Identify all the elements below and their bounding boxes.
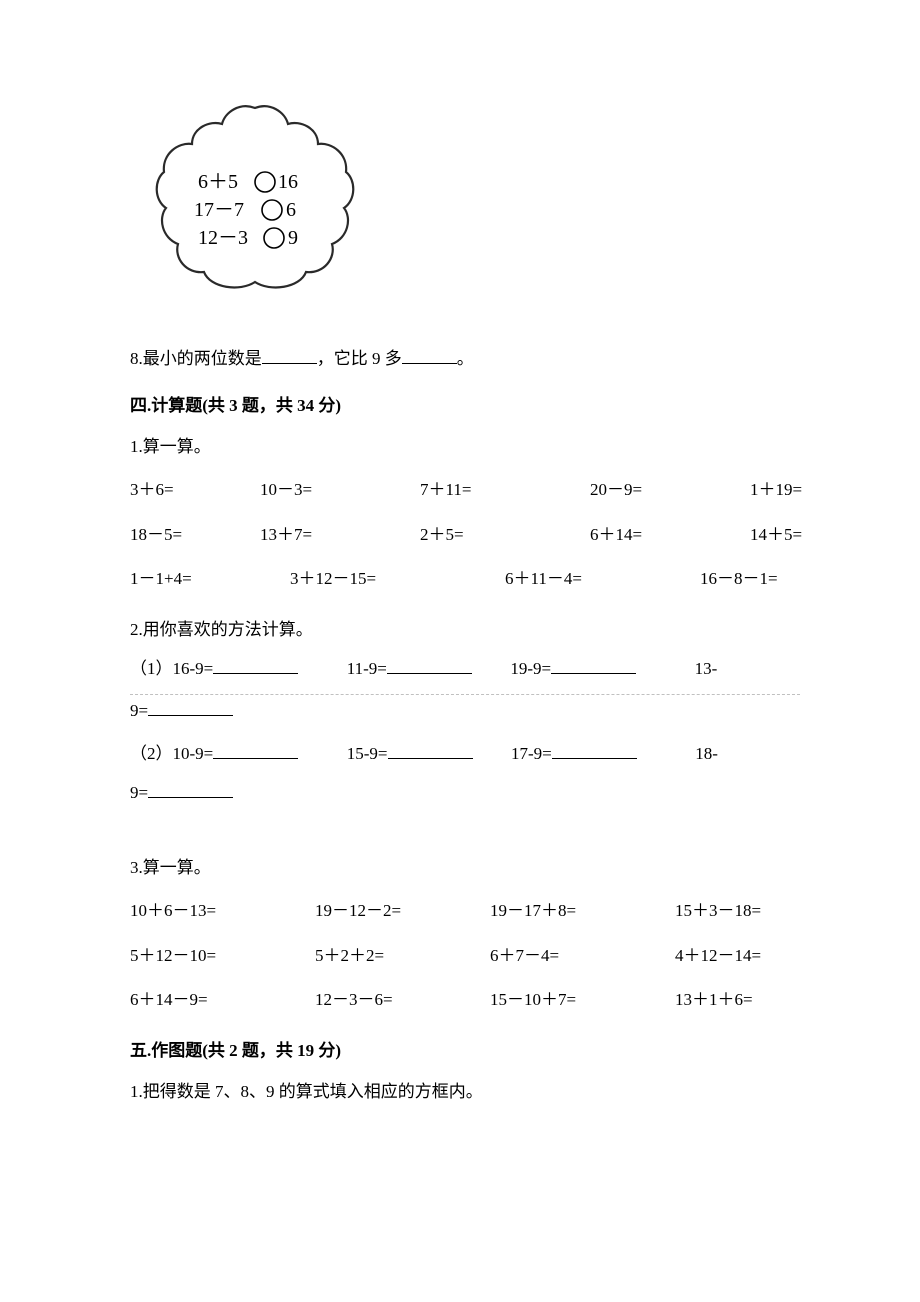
fill-blank[interactable] <box>402 346 457 364</box>
expr: 11-9= <box>347 659 387 678</box>
q8-suffix: 。 <box>457 349 474 368</box>
expr: 4＋12－14= <box>675 938 845 975</box>
sec4-q1-label: 1.算一算。 <box>130 433 800 462</box>
fill-blank[interactable] <box>551 656 636 674</box>
expr: 6＋14= <box>590 517 750 554</box>
sec4-q3-row1: 10＋6－13= 19－12－2= 19－17＋8= 15＋3－18= <box>130 893 800 930</box>
q8-mid: ，它比 9 多 <box>317 349 402 368</box>
fill-blank[interactable] <box>388 741 473 759</box>
sec4-q2-row1b: 9= <box>130 697 800 726</box>
section-4-title: 四.计算题(共 3 题，共 34 分) <box>130 392 800 421</box>
expr: 6＋14－9= <box>130 982 315 1019</box>
expr: 7＋11= <box>420 472 590 509</box>
sec4-q2-label: 2.用你喜欢的方法计算。 <box>130 616 800 645</box>
expr: 19－17＋8= <box>490 893 675 930</box>
page: 6＋5 16 17－7 6 12－3 9 8.最小的两位数是 ，它比 9 多 。 四… <box>0 0 920 1302</box>
section-5-title: 五.作图题(共 2 题，共 19 分) <box>130 1037 800 1066</box>
expr: 10＋6－13= <box>130 893 315 930</box>
sec5-q1: 1.把得数是 7、8、9 的算式填入相应的方框内。 <box>130 1078 800 1107</box>
sec4-q2-row2b: 9= <box>130 779 800 808</box>
sec4-q2-row2: （2）10-9= 15-9= 17-9= 18- <box>130 740 800 769</box>
fill-blank[interactable] <box>213 656 298 674</box>
question-8: 8.最小的两位数是 ，它比 9 多 。 <box>130 345 800 374</box>
expr: 3＋12－15= <box>290 561 505 598</box>
sec4-q3-row2: 5＋12－10= 5＋2＋2= 6＋7－4= 4＋12－14= <box>130 938 800 975</box>
expr: 6＋7－4= <box>490 938 675 975</box>
sec4-q2-row1: （1）16-9= 11-9= 19-9= 13- <box>130 655 800 684</box>
expr: 3＋6= <box>130 472 260 509</box>
expr: 1－1+4= <box>130 561 290 598</box>
expr: 5＋12－10= <box>130 938 315 975</box>
expr: 20－9= <box>590 472 750 509</box>
comparison-diagram: 6＋5 16 17－7 6 12－3 9 <box>0 0 920 315</box>
sec4-q3-label: 3.算一算。 <box>130 854 800 883</box>
expr: （2）10-9= <box>130 744 213 763</box>
diagram-row-2-left: 17－7 <box>194 199 244 221</box>
expr: 9= <box>130 701 148 720</box>
diagram-row-1-left: 6＋5 <box>198 171 238 193</box>
expr: 14＋5= <box>750 517 890 554</box>
expr: 17-9= <box>511 744 552 763</box>
diagram-row-3-left: 12－3 <box>198 227 248 249</box>
expr: 19－12－2= <box>315 893 490 930</box>
fill-blank[interactable] <box>262 346 317 364</box>
fill-blank[interactable] <box>387 656 472 674</box>
expr: 16－8－1= <box>700 561 875 598</box>
expr: 13- <box>695 659 718 678</box>
fill-blank[interactable] <box>213 741 298 759</box>
expr: 15-9= <box>347 744 388 763</box>
diagram-row-2-right: 6 <box>286 199 296 221</box>
expr: 12－3－6= <box>315 982 490 1019</box>
expr: 9= <box>130 783 148 802</box>
expr: 5＋2＋2= <box>315 938 490 975</box>
diagram-row-3-right: 9 <box>288 227 298 249</box>
sec4-q1-row2: 18－5= 13＋7= 2＋5= 6＋14= 14＋5= <box>130 517 800 554</box>
expr: 13＋1＋6= <box>675 982 845 1019</box>
expr: 10－3= <box>260 472 420 509</box>
q8-prefix: 8.最小的两位数是 <box>130 349 262 368</box>
diagram-row-1-right: 16 <box>278 171 298 193</box>
tree-outline-svg: 6＋5 16 17－7 6 12－3 9 <box>150 100 360 295</box>
expr: 1＋19= <box>750 472 890 509</box>
expr: 15－10＋7= <box>490 982 675 1019</box>
expr: 6＋11－4= <box>505 561 700 598</box>
fill-blank[interactable] <box>552 741 637 759</box>
expr: 13＋7= <box>260 517 420 554</box>
expr: （1）16-9= <box>130 659 213 678</box>
fill-blank[interactable] <box>148 780 233 798</box>
expr: 15＋3－18= <box>675 893 845 930</box>
expr: 2＋5= <box>420 517 590 554</box>
sec4-q1-row1: 3＋6= 10－3= 7＋11= 20－9= 1＋19= <box>130 472 800 509</box>
content-area: 8.最小的两位数是 ，它比 9 多 。 四.计算题(共 3 题，共 34 分) 1.… <box>0 315 920 1107</box>
dotted-rule <box>130 694 800 695</box>
sec4-q1-row3: 1－1+4= 3＋12－15= 6＋11－4= 16－8－1= <box>130 561 800 598</box>
expr: 18－5= <box>130 517 260 554</box>
sec4-q3-row3: 6＋14－9= 12－3－6= 15－10＋7= 13＋1＋6= <box>130 982 800 1019</box>
expr: 18- <box>695 744 718 763</box>
expr: 19-9= <box>510 659 551 678</box>
fill-blank[interactable] <box>148 698 233 716</box>
